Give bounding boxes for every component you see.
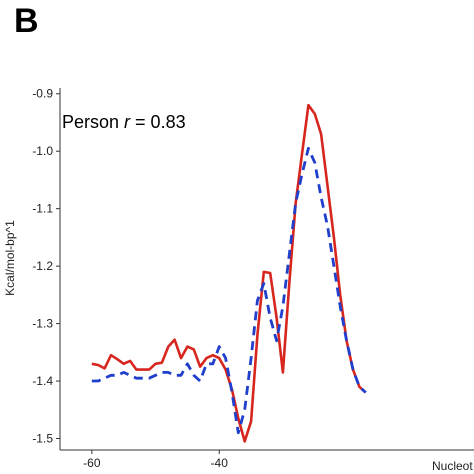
- x-tick-label: -60: [83, 456, 101, 470]
- axes: -0.9 -1.0 -1.1 -1.2 -1.3 -1.4 -1.5 -60 -40: [32, 87, 474, 470]
- annotation-suffix: = 0.83: [130, 112, 186, 132]
- y-tick-label: -1.0: [32, 144, 53, 158]
- annotation-prefix: Person: [62, 112, 124, 132]
- x-tick-label: -40: [211, 456, 229, 470]
- series-layer: [91, 103, 367, 443]
- y-tick-label: -0.9: [32, 87, 53, 101]
- y-tick-label: -1.4: [32, 374, 53, 388]
- y-tick-label: -1.3: [32, 317, 53, 331]
- series-line-red-solid: [91, 103, 367, 443]
- y-tick-label: -1.1: [32, 202, 53, 216]
- y-axis-title: Kcal/mol-bp^1: [3, 220, 17, 296]
- y-tick-label: -1.5: [32, 432, 53, 446]
- panel-label: B: [14, 2, 39, 40]
- annotation-italic: r: [124, 112, 131, 132]
- series-line-blue-dashed: [91, 146, 367, 435]
- correlation-annotation: Person r = 0.83: [62, 112, 186, 132]
- x-axis-title: Nucleot: [432, 459, 473, 473]
- y-tick-label: -1.2: [32, 259, 53, 273]
